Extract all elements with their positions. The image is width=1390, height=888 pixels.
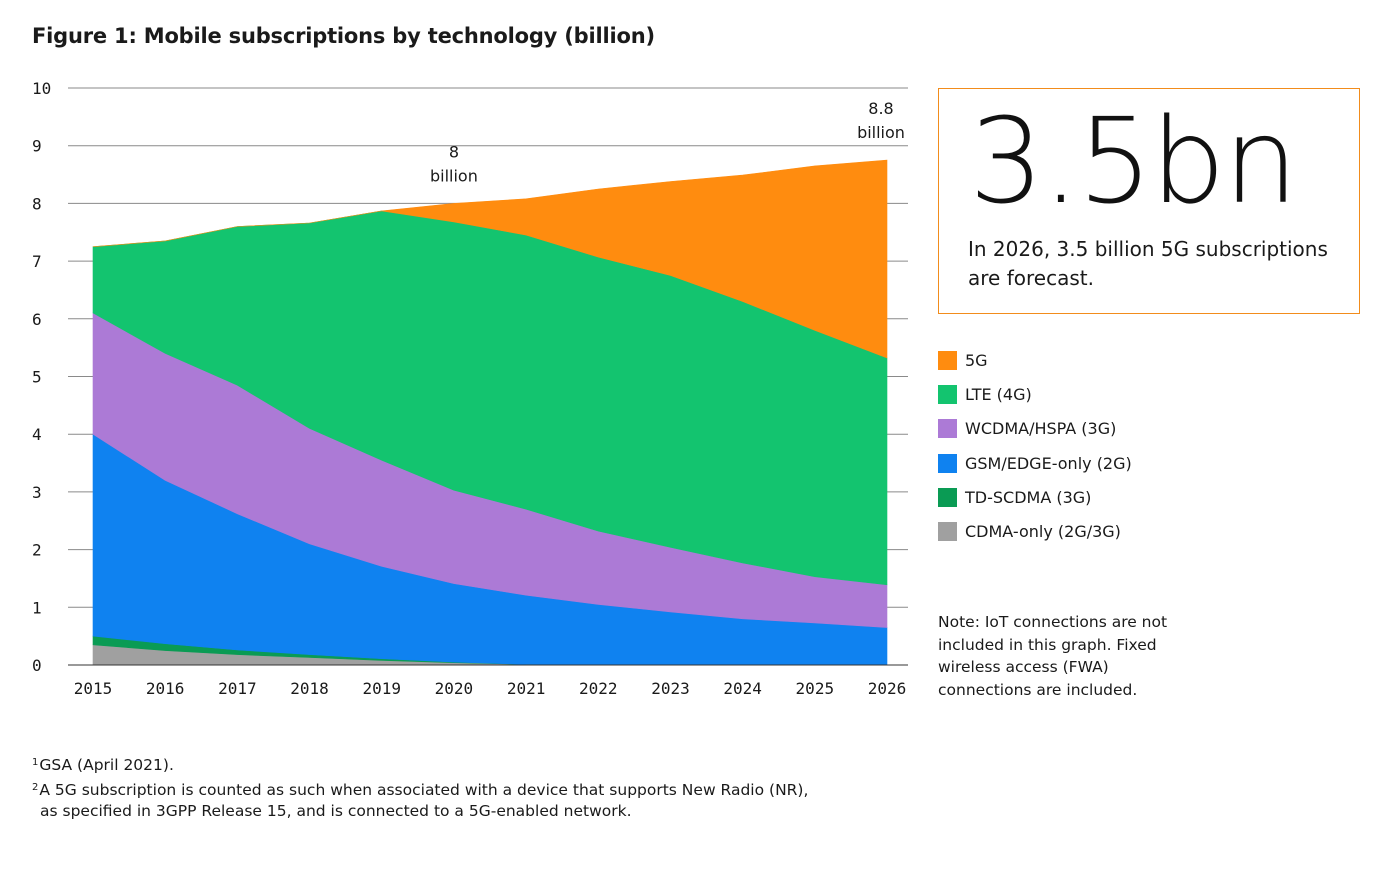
legend-label: LTE (4G) xyxy=(965,384,1032,404)
legend-label: GSM/EDGE-only (2G) xyxy=(965,453,1132,473)
x-tick-label: 2016 xyxy=(146,679,185,698)
x-tick-label: 2022 xyxy=(579,679,618,698)
annotations: 8 billion 8.8 billion xyxy=(430,99,905,185)
callout-value: 3.5bn xyxy=(969,92,1298,230)
legend-swatch xyxy=(938,453,957,473)
x-tick-label: 2018 xyxy=(290,679,329,698)
y-tick-label: 8 xyxy=(32,194,42,213)
y-tick-label: 1 xyxy=(32,598,42,617)
y-tick-label: 7 xyxy=(32,252,42,271)
footnote-2: 2A 5G subscription is counted as such wh… xyxy=(32,780,809,799)
axes: 0 1 2 3 4 5 6 7 8 9 10 2015 2016 2017 2018 2019 2020 2021… xyxy=(32,79,908,698)
total-annotation-unit: billion xyxy=(857,123,905,142)
total-annotation-unit: billion xyxy=(430,166,478,185)
legend-item: TD-SCDMA (3G) xyxy=(938,480,1132,514)
legend-swatch xyxy=(938,384,957,404)
legend-item: 5G xyxy=(938,343,1132,377)
legend-label: CDMA-only (2G/3G) xyxy=(965,522,1121,542)
y-tick-label: 3 xyxy=(32,483,42,502)
legend-swatch xyxy=(938,419,957,439)
legend-swatch xyxy=(938,350,957,370)
x-tick-label: 2024 xyxy=(723,679,762,698)
area-5g xyxy=(92,159,888,359)
y-tick-label: 4 xyxy=(32,425,42,444)
y-tick-label: 0 xyxy=(32,656,42,675)
x-tick-label: 2015 xyxy=(74,679,113,698)
stacked-area-chart: 0 1 2 3 4 5 6 7 8 9 10 2015 2016 2017 2018 2019 2020 2021… xyxy=(32,79,908,698)
x-tick-label: 2020 xyxy=(435,679,474,698)
legend-swatch xyxy=(938,487,957,507)
legend-label: TD-SCDMA (3G) xyxy=(965,487,1092,507)
y-tick-label: 6 xyxy=(32,310,42,329)
legend-label: WCDMA/HSPA (3G) xyxy=(965,419,1117,439)
y-tick-label: 2 xyxy=(32,541,42,560)
legend: 5G LTE (4G) WCDMA/HSPA (3G) GSM/EDGE-only (… xyxy=(938,343,1132,549)
x-tick-label: 2017 xyxy=(218,679,257,698)
chart-note: Note: IoT connections are not included i… xyxy=(938,613,1168,699)
chart-title: Figure 1: Mobile subscriptions by techno… xyxy=(32,24,655,48)
y-tick-label: 9 xyxy=(32,137,42,156)
footnote-1: 1GSA (April 2021). xyxy=(32,756,174,774)
legend-item: LTE (4G) xyxy=(938,377,1132,411)
footnote-2-continued: as specified in 3GPP Release 15, and is … xyxy=(40,802,632,820)
x-tick-label: 2023 xyxy=(651,679,690,698)
x-tick-label: 2025 xyxy=(796,679,835,698)
area-series xyxy=(92,159,888,666)
footnotes: 1GSA (April 2021). 2A 5G subscription is… xyxy=(32,752,808,823)
legend-item: GSM/EDGE-only (2G) xyxy=(938,446,1132,480)
forecast-callout: 3.5bn In 2026, 3.5 billion 5G subscripti… xyxy=(938,88,1360,314)
legend-item: WCDMA/HSPA (3G) xyxy=(938,412,1132,446)
legend-item: CDMA-only (2G/3G) xyxy=(938,514,1132,548)
x-tick-label: 2026 xyxy=(868,679,907,698)
y-tick-label: 5 xyxy=(32,368,42,387)
x-tick-label: 2019 xyxy=(362,679,401,698)
x-tick-label: 2021 xyxy=(507,679,546,698)
legend-swatch xyxy=(938,522,957,542)
total-annotation-value: 8.8 xyxy=(868,99,893,118)
total-annotation-value: 8 xyxy=(449,142,459,161)
y-tick-label: 10 xyxy=(32,79,51,98)
callout-text: In 2026, 3.5 billion 5G subscriptions ar… xyxy=(968,237,1328,290)
legend-label: 5G xyxy=(965,350,988,370)
